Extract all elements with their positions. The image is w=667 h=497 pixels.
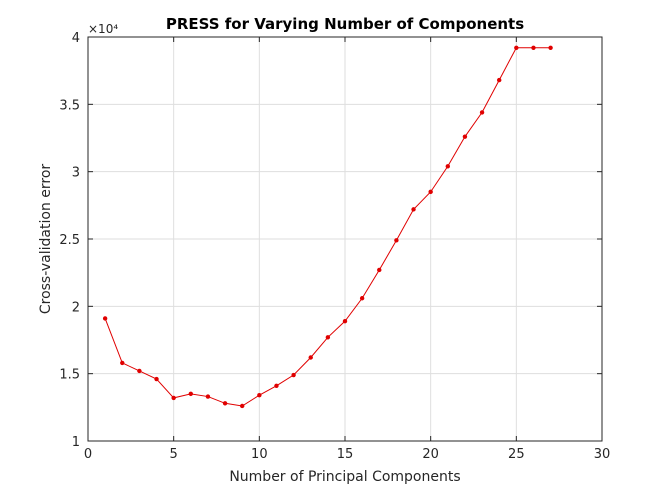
data-point — [120, 360, 125, 366]
x-tick-label: 30 — [594, 447, 611, 462]
data-point — [377, 267, 382, 273]
data-point — [342, 318, 348, 324]
data-point — [359, 296, 365, 301]
x-axis-title: Number of Principal Components — [229, 469, 460, 485]
y-tick-label: 4 — [72, 31, 80, 46]
y-tick-label: 1.5 — [59, 368, 80, 383]
data-point — [531, 45, 536, 50]
data-point — [154, 376, 159, 382]
data-point — [240, 403, 245, 409]
data-point — [394, 238, 399, 243]
data-point — [411, 207, 416, 212]
y-tick-label: 3.5 — [59, 98, 80, 113]
data-point — [274, 383, 279, 388]
x-tick-label: 25 — [508, 447, 525, 462]
data-point — [257, 393, 262, 398]
data-point — [462, 134, 468, 139]
data-point — [205, 394, 211, 399]
series-layer — [102, 45, 553, 409]
data-point — [479, 110, 485, 115]
data-point — [325, 335, 331, 340]
axis-ticks: 0 5 10 15 20 25 30 1 1.5 2 2.5 3 3.5 4 — [59, 31, 610, 462]
data-point — [137, 368, 142, 374]
data-point — [222, 401, 228, 406]
y-tick-label: 3 — [72, 166, 80, 181]
x-tick-label: 10 — [251, 447, 268, 462]
y-axis-title: Cross-validation error — [38, 164, 54, 315]
y-tick-label: 2 — [72, 300, 80, 315]
x-tick-label: 0 — [84, 447, 92, 462]
x-tick-label: 15 — [337, 447, 354, 462]
data-point — [548, 45, 553, 50]
data-point — [102, 316, 108, 321]
data-point — [497, 77, 502, 83]
data-point — [188, 391, 193, 397]
y-multiplier-label: ×10⁴ — [88, 22, 118, 36]
chart-title: PRESS for Varying Number of Components — [166, 15, 524, 33]
data-point — [291, 372, 296, 378]
y-tick-label: 2.5 — [59, 233, 80, 248]
y-tick-label: 1 — [72, 435, 80, 450]
data-point — [171, 395, 176, 401]
data-point — [514, 45, 519, 50]
grid-lines — [88, 37, 602, 441]
data-point — [428, 189, 433, 195]
x-tick-label: 5 — [170, 447, 178, 462]
data-point — [308, 355, 313, 360]
x-tick-label: 20 — [422, 447, 439, 462]
data-point — [445, 164, 450, 169]
